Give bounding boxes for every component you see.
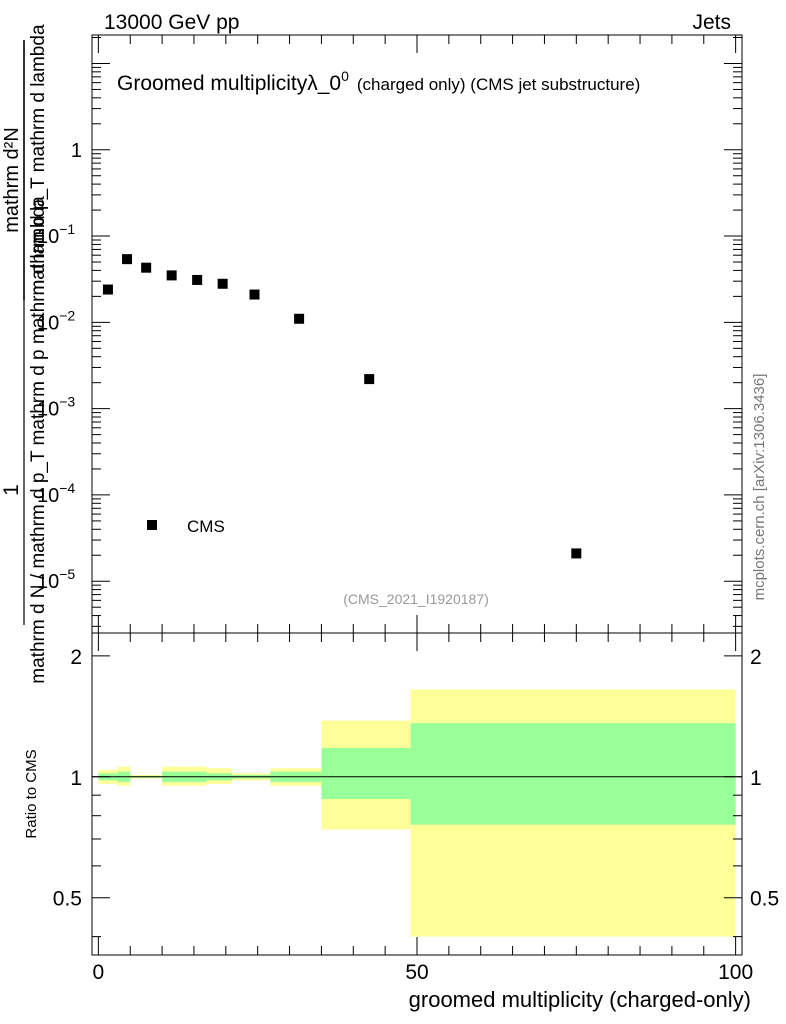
main-axis-ticks — [92, 35, 742, 633]
cms-data-point — [364, 374, 375, 385]
cms-data-point — [192, 274, 203, 285]
chart-title-sub: (charged only) (CMS jet substructure) — [357, 75, 640, 94]
main-y-tick-label: 10−1 — [37, 221, 75, 248]
ratio-y-tick-label: 0.5 — [53, 888, 82, 911]
cms-data-point — [294, 313, 305, 324]
header-right: Jets — [692, 11, 731, 34]
x-tick-label: 50 — [405, 961, 428, 984]
cms-data-point — [122, 254, 133, 265]
y-label-one: 1 — [0, 484, 23, 496]
main-y-tick-label-exp: −4 — [59, 480, 75, 496]
y-label-denominator: mathrm d N / mathrm d p_T mathrm d p mat… — [28, 196, 49, 684]
main-y-tick-label-exp: −2 — [59, 307, 75, 323]
chart-title: Groomed multiplicityλ_00 (charged only) (… — [117, 68, 640, 95]
main-y-tick-label-exp: −3 — [59, 394, 75, 410]
legend-label-cms: CMS — [187, 517, 225, 536]
main-panel: 110−110−210−310−410−5 Groomed multiplici… — [0, 24, 743, 684]
cms-data-point — [571, 548, 582, 559]
header-left: 13000 GeV pp — [104, 11, 239, 34]
ratio-y-tick-label: 1 — [70, 767, 82, 790]
main-y-axis-label: 1 mathrm d²N mathrm d p_T mathrm d lambd… — [0, 24, 49, 684]
ratio-inner-band — [321, 747, 411, 800]
ratio-y-tick-label-right: 0.5 — [750, 888, 779, 911]
cms-data-point — [249, 289, 260, 300]
ratio-axis-ticks — [92, 633, 742, 955]
cms-data-point — [141, 262, 152, 273]
ratio-inner-band — [410, 723, 736, 825]
main-y-tick-label: 10−4 — [37, 480, 75, 507]
analysis-tag: (CMS_2021_I1920187) — [343, 591, 489, 607]
main-y-tick-label: 10−2 — [37, 307, 75, 334]
main-y-tick-label-exp: −1 — [59, 221, 75, 237]
main-y-tick-label: 1 — [71, 140, 82, 162]
x-tick-label: 0 — [93, 961, 105, 984]
x-tick-label: 100 — [718, 961, 753, 984]
ratio-y-axis-label: Ratio to CMS — [23, 749, 40, 838]
main-plot-frame — [91, 34, 743, 634]
legend-marker-cms — [147, 520, 157, 530]
cms-data-point — [217, 278, 228, 289]
side-label: mcplots.cern.ch [arXiv:1306.3436] — [751, 374, 768, 601]
ratio-uncertainty-bands — [98, 689, 736, 937]
cms-data-points — [102, 254, 582, 559]
ratio-y-tick-label-right: 2 — [750, 646, 762, 669]
cms-data-point — [102, 284, 113, 295]
ratio-y-tick-label-right: 1 — [750, 767, 762, 790]
cms-data-point — [166, 270, 177, 281]
ratio-y-tick-label: 2 — [70, 646, 82, 669]
ratio-y-tick-labels: 0.5 0.5 1 1 2 2 — [53, 646, 779, 911]
ratio-x-tick-labels: 0 50 100 — [93, 961, 754, 984]
ratio-panel: 0.5 0.5 1 1 2 2 0 50 100 Ratio to CMS groomed m… — [23, 632, 779, 1012]
chart-title-main: Groomed multiplicityλ_0 — [117, 72, 341, 95]
x-axis-label: groomed multiplicity (charged-only) — [409, 987, 751, 1012]
y-label-numerator-bottom: mathrm d p_T mathrm d lambda — [28, 24, 49, 295]
main-y-tick-label-exp: −5 — [59, 566, 75, 582]
chart-title-sup: 0 — [341, 68, 349, 84]
y-label-numerator-top: mathrm d²N — [1, 127, 23, 233]
